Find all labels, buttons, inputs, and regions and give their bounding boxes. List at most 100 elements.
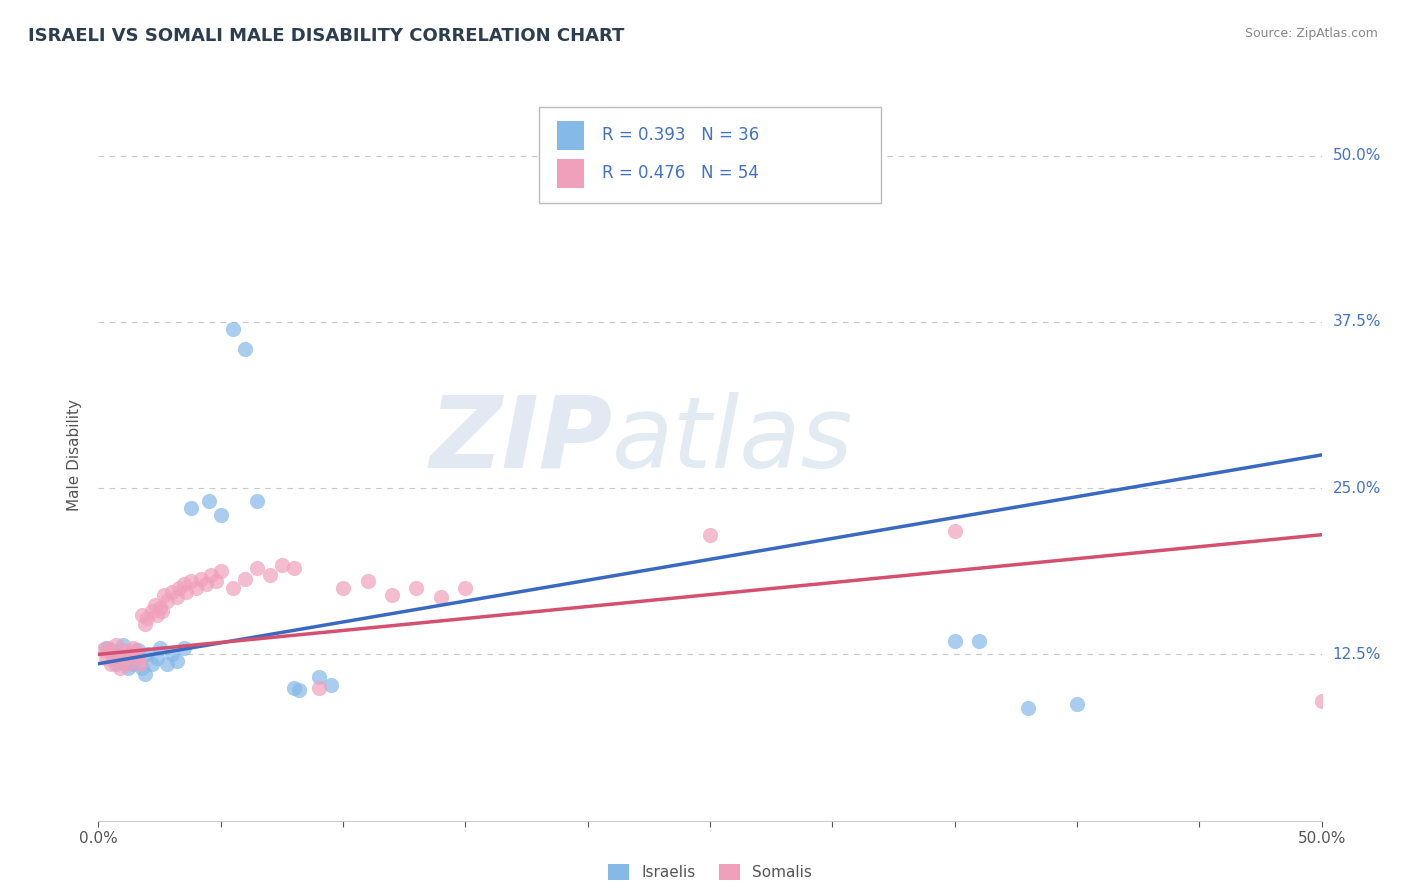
Point: [114, 651, 136, 665]
Point: [127, 651, 149, 665]
Point: [233, 342, 256, 356]
Point: [94, 651, 117, 665]
Point: [107, 648, 129, 662]
Point: [173, 640, 195, 655]
Point: [1017, 700, 1039, 714]
Point: [209, 508, 232, 522]
Point: [117, 657, 139, 671]
Point: [209, 564, 232, 578]
Point: [454, 581, 477, 595]
Point: [197, 494, 219, 508]
Point: [699, 527, 721, 541]
Point: [120, 648, 142, 662]
Point: [195, 577, 218, 591]
Point: [381, 588, 404, 602]
Point: [114, 654, 136, 668]
Point: [233, 572, 256, 586]
Point: [190, 572, 212, 586]
Point: [246, 561, 269, 575]
Point: [149, 600, 172, 615]
Point: [146, 651, 169, 665]
Point: [146, 607, 169, 622]
Point: [160, 585, 183, 599]
Point: [1066, 697, 1088, 711]
Point: [283, 681, 305, 695]
Point: [124, 651, 146, 665]
Point: [136, 648, 159, 662]
Point: [319, 678, 342, 692]
Point: [200, 567, 222, 582]
Point: [121, 657, 143, 671]
Point: [97, 640, 120, 655]
Point: [110, 661, 132, 675]
Point: [127, 643, 149, 657]
Point: [356, 574, 378, 589]
Text: Source: ZipAtlas.com: Source: ZipAtlas.com: [1244, 27, 1378, 40]
Legend: Israelis, Somalis: Israelis, Somalis: [602, 858, 818, 886]
Point: [259, 567, 281, 582]
Point: [166, 591, 188, 605]
Point: [699, 159, 721, 173]
Point: [160, 648, 183, 662]
Y-axis label: Male Disability: Male Disability: [67, 399, 83, 511]
Point: [176, 585, 198, 599]
Point: [222, 321, 245, 335]
Point: [156, 657, 179, 671]
Point: [156, 594, 179, 608]
Point: [100, 657, 122, 671]
Point: [141, 657, 163, 671]
Bar: [557, 159, 583, 188]
Point: [136, 611, 159, 625]
Text: R = 0.476   N = 54: R = 0.476 N = 54: [602, 164, 759, 182]
Bar: [557, 120, 583, 150]
Point: [1310, 694, 1333, 708]
Point: [94, 640, 117, 655]
Point: [104, 638, 127, 652]
Point: [134, 667, 156, 681]
Text: 37.5%: 37.5%: [1333, 315, 1381, 329]
Point: [186, 581, 208, 595]
Point: [332, 581, 354, 595]
Point: [104, 657, 127, 671]
Point: [246, 494, 269, 508]
Text: 25.0%: 25.0%: [1333, 481, 1381, 496]
Point: [943, 634, 966, 648]
Point: [205, 574, 228, 589]
Point: [101, 651, 124, 665]
Point: [143, 598, 166, 612]
Point: [943, 524, 966, 538]
Point: [129, 657, 152, 671]
Text: R = 0.393   N = 36: R = 0.393 N = 36: [602, 127, 759, 145]
Point: [222, 581, 245, 595]
Point: [100, 643, 122, 657]
Point: [166, 654, 188, 668]
Point: [150, 603, 173, 617]
Bar: [538, 108, 882, 202]
Text: ZIP: ZIP: [429, 392, 612, 489]
Point: [107, 654, 129, 668]
Point: [173, 577, 195, 591]
Text: 50.0%: 50.0%: [1333, 148, 1381, 163]
Point: [141, 603, 163, 617]
Point: [308, 681, 330, 695]
Point: [283, 561, 305, 575]
Point: [117, 661, 139, 675]
Point: [405, 581, 427, 595]
Point: [111, 638, 134, 652]
Point: [134, 616, 156, 631]
Point: [101, 648, 124, 662]
Point: [111, 643, 134, 657]
Point: [91, 643, 114, 657]
Point: [153, 588, 176, 602]
Point: [167, 581, 190, 595]
Point: [149, 640, 172, 655]
Point: [180, 574, 202, 589]
Point: [967, 634, 990, 648]
Point: [131, 607, 153, 622]
Point: [430, 591, 453, 605]
Point: [270, 558, 294, 573]
Point: [131, 661, 153, 675]
Point: [308, 670, 330, 684]
Text: ISRAELI VS SOMALI MALE DISABILITY CORRELATION CHART: ISRAELI VS SOMALI MALE DISABILITY CORREL…: [28, 27, 624, 45]
Point: [180, 501, 202, 516]
